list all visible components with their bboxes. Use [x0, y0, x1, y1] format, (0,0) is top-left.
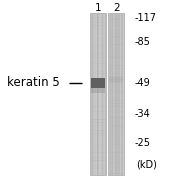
- Bar: [108, 13, 124, 175]
- Text: -34: -34: [134, 109, 150, 119]
- Text: -25: -25: [134, 138, 150, 148]
- Text: -85: -85: [134, 37, 150, 47]
- Text: 1: 1: [95, 3, 101, 13]
- Bar: [91, 78, 105, 88]
- Text: 2: 2: [113, 3, 119, 13]
- Bar: [109, 77, 123, 83]
- Text: -117: -117: [134, 13, 156, 23]
- Text: (kD): (kD): [136, 160, 157, 170]
- Text: -49: -49: [134, 78, 150, 88]
- Bar: [91, 13, 106, 175]
- Text: keratin 5: keratin 5: [7, 76, 60, 89]
- Bar: [91, 88, 105, 93]
